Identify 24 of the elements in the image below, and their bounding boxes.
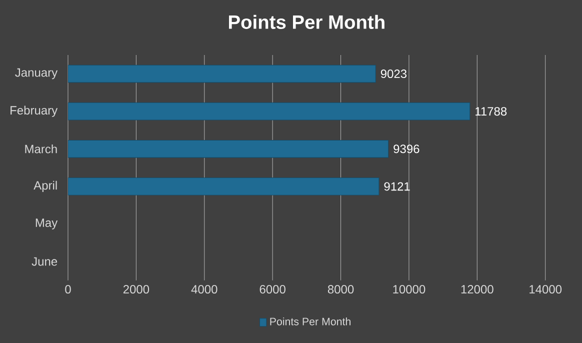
x-tick-label: 14000 — [530, 285, 562, 294]
x-tick-label: 6000 — [260, 285, 286, 294]
x-tick-label: 8000 — [328, 285, 354, 294]
x-tick-label: 12000 — [461, 285, 494, 294]
data-label: 9121 — [384, 182, 410, 191]
legend-label: Points Per Month — [270, 317, 350, 326]
bar — [68, 140, 389, 158]
x-tick-label: 4000 — [191, 285, 218, 294]
x-tick-label: 10000 — [393, 285, 426, 294]
y-tick-label: May — [36, 218, 58, 230]
data-label: 11788 — [476, 107, 507, 116]
y-tick-label: March — [25, 144, 57, 154]
y-tick-label: April — [34, 180, 57, 192]
y-tick-label: June — [32, 257, 58, 266]
chart-title: Points Per Month — [229, 14, 384, 29]
bar — [68, 102, 470, 120]
y-tick-label: February — [10, 106, 58, 117]
y-tick-label: January — [15, 68, 58, 80]
data-label: 9396 — [394, 144, 420, 154]
x-tick-label: 0 — [65, 285, 71, 294]
bar — [68, 178, 380, 196]
bar — [68, 64, 376, 83]
data-label: 9023 — [380, 70, 407, 78]
x-tick-label: 2000 — [123, 285, 150, 294]
